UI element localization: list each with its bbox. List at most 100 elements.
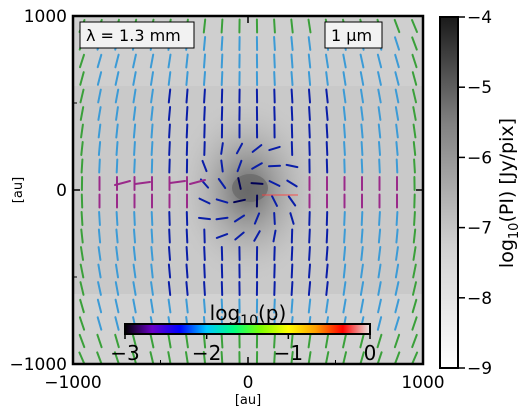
polarization-vector (131, 333, 138, 349)
polarization-vector (411, 333, 418, 349)
polarization-vector (395, 141, 399, 156)
polarization-vector (307, 333, 312, 349)
polarization-vector (412, 141, 417, 156)
polarization-vector (308, 246, 311, 261)
polarization-vector (96, 351, 103, 364)
polarization-vector (395, 211, 399, 226)
polarization-vector (308, 106, 311, 121)
pi-colorbar-tick-label: −4 (467, 8, 492, 28)
polarization-vector (290, 88, 294, 104)
x-tick-label: 0 (243, 373, 254, 393)
polarization-vector (342, 298, 347, 314)
polarization-vector (132, 298, 137, 314)
polarization-vector (268, 145, 281, 152)
polarization-vector (237, 177, 242, 190)
polarization-vector (377, 123, 382, 139)
polarization-vector (359, 71, 365, 86)
pi-map-peak (232, 174, 268, 202)
polarization-vector (411, 298, 418, 314)
polarization-vector (411, 316, 418, 331)
polarization-vector (149, 53, 155, 69)
pi-colorbar-bar (439, 16, 459, 369)
polarization-vector (168, 228, 171, 244)
polarization-vector (201, 159, 208, 173)
polarization-vector (413, 211, 416, 226)
polarization-vector (343, 123, 346, 139)
polarization-vector (115, 228, 119, 244)
polarization-vector (132, 281, 137, 296)
polarization-vector (308, 263, 311, 279)
polarization-vector (412, 228, 417, 244)
polarization-vector (394, 316, 400, 331)
polarization-vector (217, 178, 227, 189)
polarization-vector (203, 263, 206, 279)
polarization-vector (149, 351, 155, 364)
polarization-vector (325, 88, 329, 104)
polarization-vector (96, 333, 103, 349)
polarization-vector (307, 53, 312, 69)
pi-colorbar-label: log10(PI) [Jy/pix] (496, 118, 522, 268)
polarization-vector (359, 281, 365, 296)
polarization-colorbar-tick-label: −1 (274, 341, 303, 365)
polarization-vector (378, 211, 381, 226)
polarization-vector (412, 281, 417, 296)
polarization-vector (131, 351, 138, 364)
polarization-vector (376, 53, 383, 69)
polarization-vector (150, 88, 154, 104)
polarization-vector (132, 263, 137, 279)
polarization-vector (220, 333, 224, 349)
polarization-vector (96, 71, 103, 86)
polarization-vector (342, 106, 347, 121)
polarization-vector (203, 106, 206, 121)
polarization-vector (360, 123, 364, 139)
polarization-vector (359, 351, 365, 364)
polarization-vector (376, 333, 383, 349)
polarization-vector (150, 263, 154, 279)
polarization-vector (167, 281, 172, 296)
polarization-vector (393, 351, 401, 364)
polarization-vector (234, 231, 245, 241)
polarization-vector (394, 263, 400, 279)
polarization-vector (376, 351, 383, 364)
polarization-vector (307, 71, 312, 86)
polarization-vector (150, 106, 154, 121)
polarization-vector (268, 180, 281, 187)
polarization-vector (325, 141, 329, 156)
polarization-vector (150, 211, 154, 226)
polarization-colorbar-tick-label: −3 (110, 341, 139, 365)
polarization-vector (80, 211, 84, 226)
polarization-vector (343, 141, 346, 156)
axes: −1000 0 1000 1000 0 −1000 (9, 7, 444, 393)
polarization-vector (411, 351, 419, 364)
polarization-vector (96, 298, 103, 314)
polarization-vector (342, 53, 347, 69)
polarization-vector (167, 88, 172, 104)
polarization-vector (343, 228, 346, 244)
polarization-vector (325, 263, 329, 279)
polarization-vector (97, 123, 102, 139)
polarization-vector (359, 333, 365, 349)
polarization-vector (97, 88, 102, 104)
polarization-vector (198, 197, 211, 205)
polarization-vector (411, 53, 418, 69)
polarization-vector (133, 211, 136, 226)
polarization-vector (272, 229, 277, 243)
polarization-vector (325, 71, 329, 86)
polarization-vector (289, 212, 295, 225)
polarization-vector (290, 71, 294, 86)
polarization-vector (342, 71, 347, 86)
polarization-vector (115, 246, 119, 261)
polarization-vector (394, 53, 400, 69)
wavelength-label: λ = 1.3 mm (86, 26, 181, 45)
polarization-vector (377, 298, 382, 314)
polarization-vector (98, 158, 101, 174)
polarization-vector (307, 281, 312, 296)
polarization-vector (395, 158, 399, 174)
polarization-vector (394, 281, 400, 296)
polarization-vector (114, 281, 120, 296)
polarization-vector (203, 298, 206, 314)
polarization-vector (113, 351, 120, 364)
polarization-vector (168, 246, 171, 261)
polarization-vector (133, 228, 136, 244)
polarization-vector (360, 106, 364, 121)
